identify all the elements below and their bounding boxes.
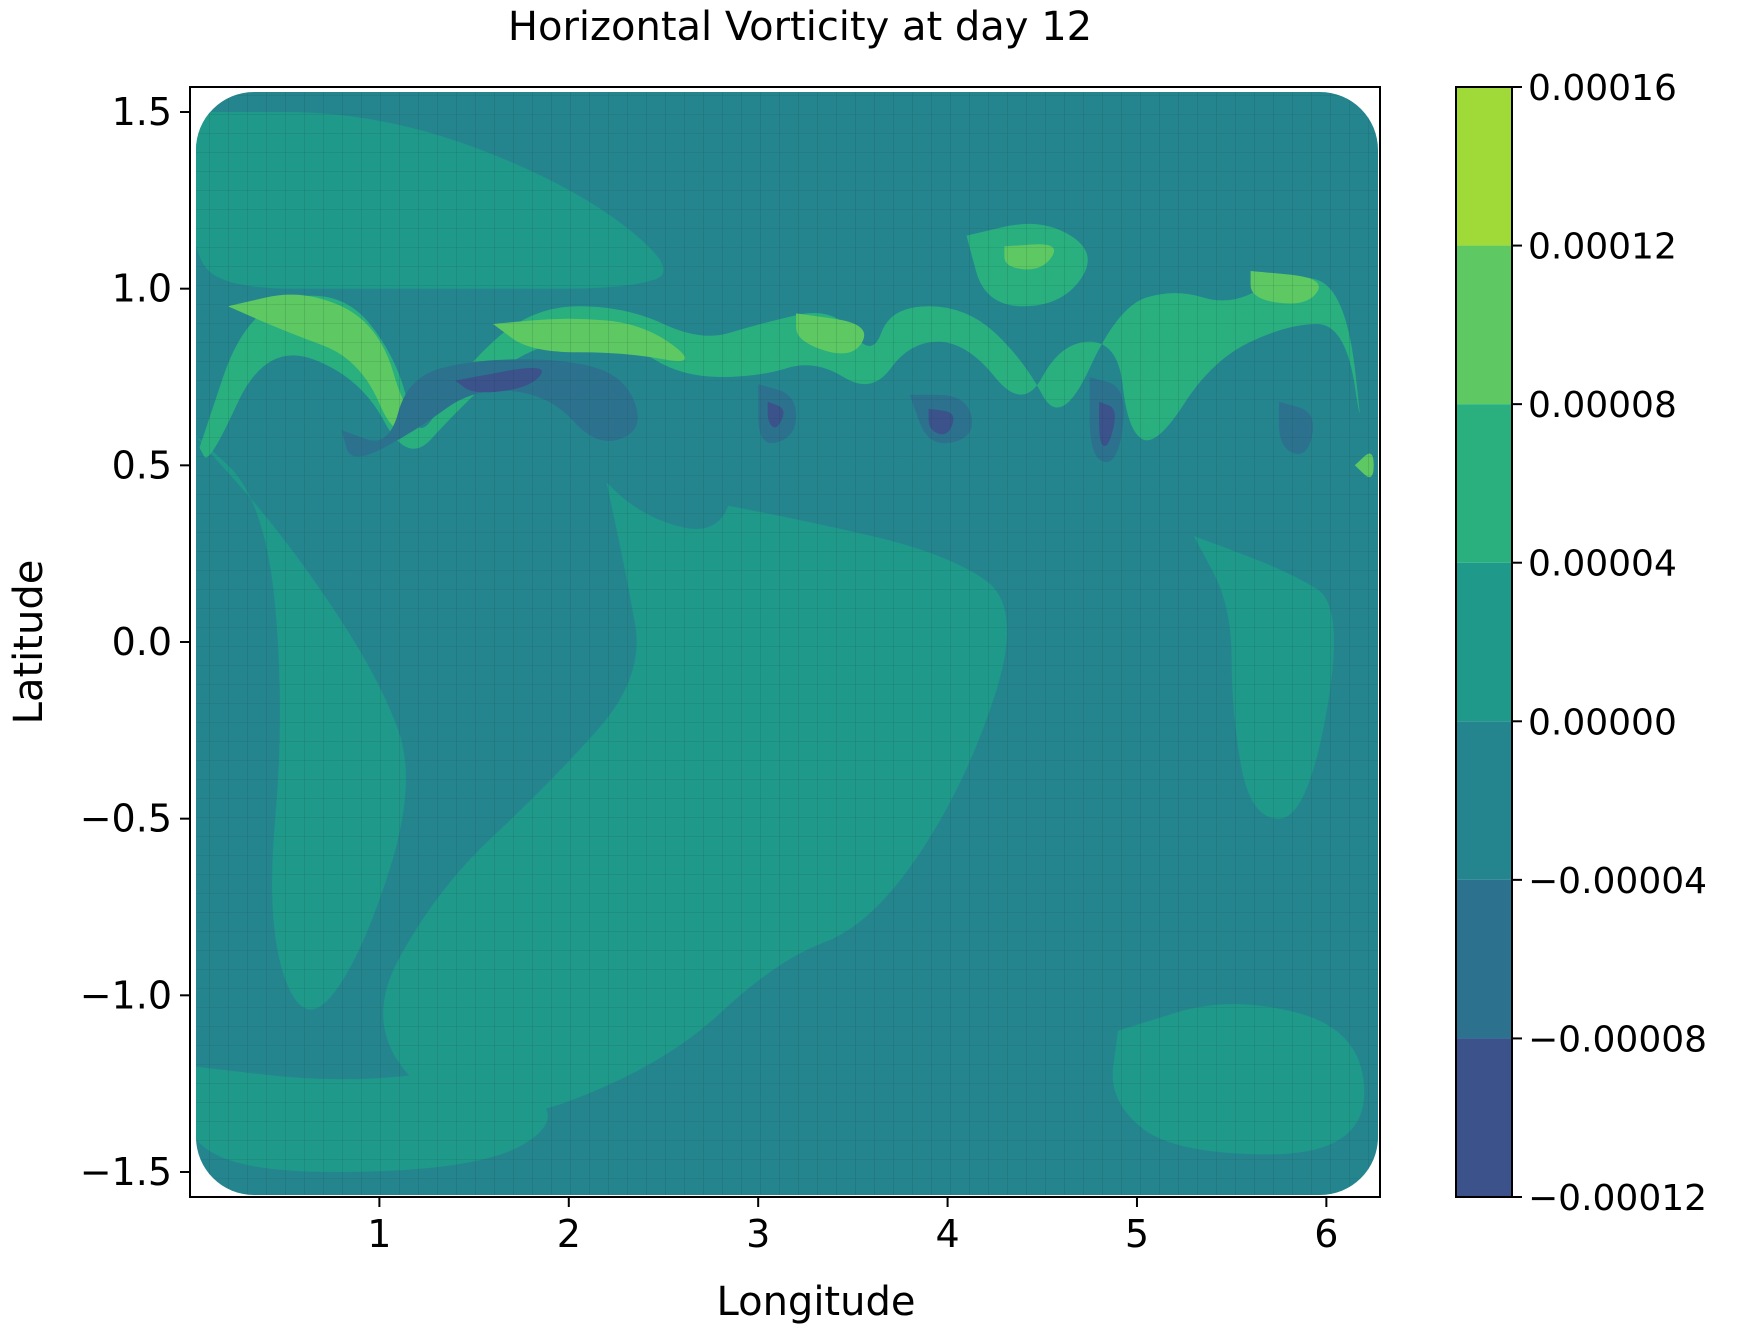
colorbar-band <box>1456 562 1512 722</box>
x-tick-label: 4 <box>935 1212 959 1256</box>
y-tick-label: 1.0 <box>112 267 172 311</box>
colorbar-band <box>1456 721 1512 880</box>
x-tick-label: 3 <box>746 1212 770 1256</box>
y-tick-label: 1.5 <box>112 90 172 134</box>
colorbar: −0.00012 −0.00008 −0.00004 0.00000 0.00004 0.… <box>1455 68 1707 1219</box>
mesh-overlay <box>196 92 1378 1195</box>
y-tick-label: −1.0 <box>80 973 172 1017</box>
colorbar-tick-label: −0.00012 <box>1528 1178 1707 1219</box>
x-tick-label: 6 <box>1314 1212 1338 1256</box>
chart-title: Horizontal Vorticity at day 12 <box>508 4 1092 50</box>
x-tick-label: 1 <box>367 1212 391 1256</box>
colorbar-bands <box>1456 87 1512 1197</box>
colorbar-tick-label: −0.00004 <box>1528 861 1707 902</box>
colorbar-tick-label: 0.00008 <box>1528 385 1677 426</box>
colorbar-tick-label: 0.00000 <box>1528 702 1677 743</box>
colorbar-band <box>1456 245 1512 405</box>
colorbar-band <box>1456 879 1512 1039</box>
colorbar-ticks: −0.00012 −0.00008 −0.00004 0.00000 0.00004 0.… <box>1512 68 1707 1219</box>
y-tick-label: −0.5 <box>80 797 172 841</box>
plot-area <box>190 87 1380 1197</box>
x-axis-label: Longitude <box>717 1279 916 1325</box>
colorbar-tick-label: −0.00008 <box>1528 1019 1707 1060</box>
colorbar-band <box>1456 1038 1512 1197</box>
y-axis-label: Latitude <box>6 560 52 725</box>
x-tick-label: 2 <box>557 1212 581 1256</box>
y-tick-label: −1.5 <box>80 1150 172 1194</box>
x-tick-label: 5 <box>1125 1212 1149 1256</box>
y-tick-label: 0.5 <box>112 443 172 487</box>
y-axis-ticks: 1.5 1.0 0.5 0.0 −0.5 −1.0 −1.5 <box>80 90 190 1194</box>
colorbar-tick-label: 0.00004 <box>1528 544 1677 585</box>
y-tick-label: 0.0 <box>112 620 172 664</box>
colorbar-frame <box>1455 86 1513 1198</box>
x-axis-ticks: 1 2 3 4 5 6 <box>367 1197 1338 1256</box>
colorbar-tick-label: 0.00012 <box>1528 227 1677 268</box>
colorbar-band <box>1456 404 1512 563</box>
colorbar-tick-label: 0.00016 <box>1528 68 1677 109</box>
colorbar-band <box>1456 87 1512 246</box>
